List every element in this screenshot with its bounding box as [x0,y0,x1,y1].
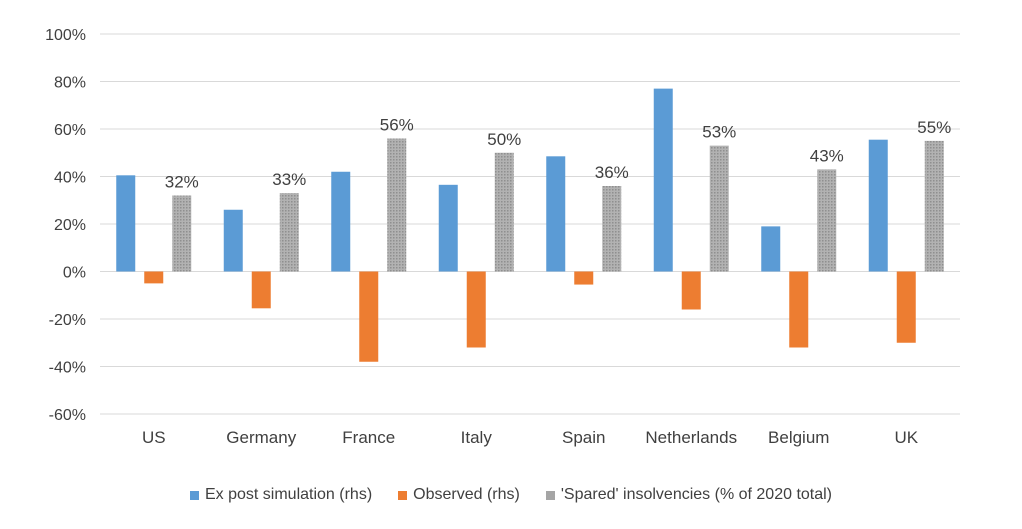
bar-us-series-3 [172,195,192,272]
bar-italy-series-2 [466,271,486,348]
y-axis-ticks: 100% 80% 60% 40% 20% 0% -20% -40% -60% [45,27,86,424]
legend-label-ex-post: Ex post simulation (rhs) [204,486,373,503]
bar-uk-series-1 [868,139,888,272]
x-tick-label-netherlands: Netherlands [645,428,737,447]
bar-italy-series-3 [494,152,514,272]
bar-spain-series-2 [574,271,594,285]
data-label-france: 56% [380,116,414,135]
x-tick-label-us: US [142,428,166,447]
bar-netherlands-series-3 [709,145,729,272]
x-tick-label-italy: Italy [461,428,493,447]
x-tick-label-germany: Germany [226,428,296,447]
legend-swatch-observed [398,490,408,500]
legend-item-observed: Observed (rhs) [398,486,520,504]
bar-belgium-series-3 [817,169,837,272]
y-tick-label: -60% [49,407,86,424]
y-tick-label: 80% [54,75,86,92]
bar-italy-series-1 [438,184,458,272]
legend-swatch-ex-post [189,490,199,500]
bar-germany-series-3 [279,193,299,272]
bar-spain-series-3 [602,186,622,272]
y-tick-label: 40% [54,170,86,187]
y-tick-label: 20% [54,217,86,234]
bar-spain-series-1 [546,156,566,272]
legend-swatch-spared [545,490,555,500]
gridlines [100,33,960,415]
y-tick-label: 100% [45,27,86,44]
bar-france-series-2 [359,271,379,362]
data-label-belgium: 43% [810,146,844,165]
x-tick-label-france: France [342,428,395,447]
data-labels: 32% 33% 56% 50% 36% 53% 43% 55% [165,116,952,192]
bar-france-series-3 [387,138,407,272]
bar-us-series-1 [116,175,136,272]
chart-plot: 100% 80% 60% 40% 20% 0% -20% -40% -60% 32% 33% 56%… [45,27,960,447]
data-label-italy: 50% [487,130,521,149]
bar-us-series-2 [144,271,164,284]
bar-france-series-1 [331,171,351,272]
bar-belgium-series-1 [761,226,781,272]
bar-germany-series-2 [251,271,271,309]
legend-item-spared: 'Spared' insolvencies (% of 2020 total) [545,486,833,504]
data-label-uk: 55% [917,118,951,137]
data-label-germany: 33% [272,170,306,189]
y-tick-label: 60% [54,122,86,139]
x-axis-ticks: US Germany France Italy Spain Netherlands Belg… [142,428,919,447]
legend-label-observed: Observed (rhs) [413,486,520,503]
bar-germany-series-1 [223,209,243,272]
legend: Ex post simulation (rhs) Observed (rhs) … [0,486,1022,504]
data-label-netherlands: 53% [702,123,736,142]
bars [116,88,944,362]
y-tick-label: -20% [49,312,86,329]
x-tick-label-uk: UK [894,428,918,447]
x-tick-label-spain: Spain [562,428,605,447]
legend-item-ex-post: Ex post simulation (rhs) [189,486,373,504]
bar-uk-series-2 [896,271,916,343]
x-tick-label-belgium: Belgium [768,428,829,447]
y-tick-label: 0% [63,265,86,282]
bar-netherlands-series-1 [653,88,673,272]
bar-uk-series-3 [924,140,944,272]
data-label-spain: 36% [595,163,629,182]
bar-belgium-series-2 [789,271,809,348]
bar-netherlands-series-2 [681,271,701,310]
y-tick-label: -40% [49,360,86,377]
legend-label-spared: 'Spared' insolvencies (% of 2020 total) [560,486,833,503]
data-label-us: 32% [165,173,199,192]
